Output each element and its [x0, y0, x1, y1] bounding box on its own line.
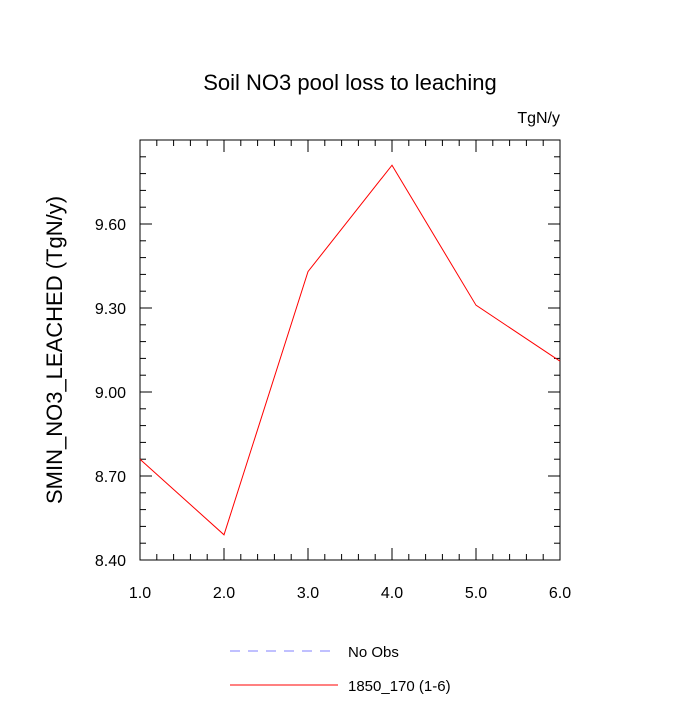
y-tick-label: 8.70	[95, 469, 126, 486]
legend: No Obs 1850_170 (1-6)	[230, 644, 451, 695]
y-axis-title: SMIN_NO3_LEACHED (TgN/y)	[42, 196, 67, 504]
y-tick-label: 9.60	[95, 217, 126, 234]
x-tick-label: 5.0	[465, 585, 487, 602]
plot-frame	[139, 139, 561, 561]
y-tick-label: 9.00	[95, 385, 126, 402]
y-tick-label: 9.30	[95, 301, 126, 318]
y-axis-ticks: 8.40 8.70 9.00 9.30 9.60	[95, 217, 560, 570]
x-tick-label: 2.0	[213, 585, 235, 602]
series-line	[139, 164, 561, 536]
x-tick-label: 3.0	[297, 585, 319, 602]
chart-title: Soil NO3 pool loss to leaching	[203, 70, 497, 95]
x-tick-label: 4.0	[381, 585, 403, 602]
minor-ticks	[140, 140, 560, 560]
legend-label: No Obs	[348, 644, 399, 661]
x-tick-label: 6.0	[549, 585, 571, 602]
y-tick-label: 8.40	[95, 553, 126, 570]
series-layer	[139, 164, 561, 536]
x-tick-label: 1.0	[129, 585, 151, 602]
legend-label: 1850_170 (1-6)	[348, 678, 451, 695]
units-label: TgN/y	[517, 110, 560, 127]
x-axis-ticks: 1.0 2.0 3.0 4.0 5.0 6.0	[129, 140, 571, 602]
